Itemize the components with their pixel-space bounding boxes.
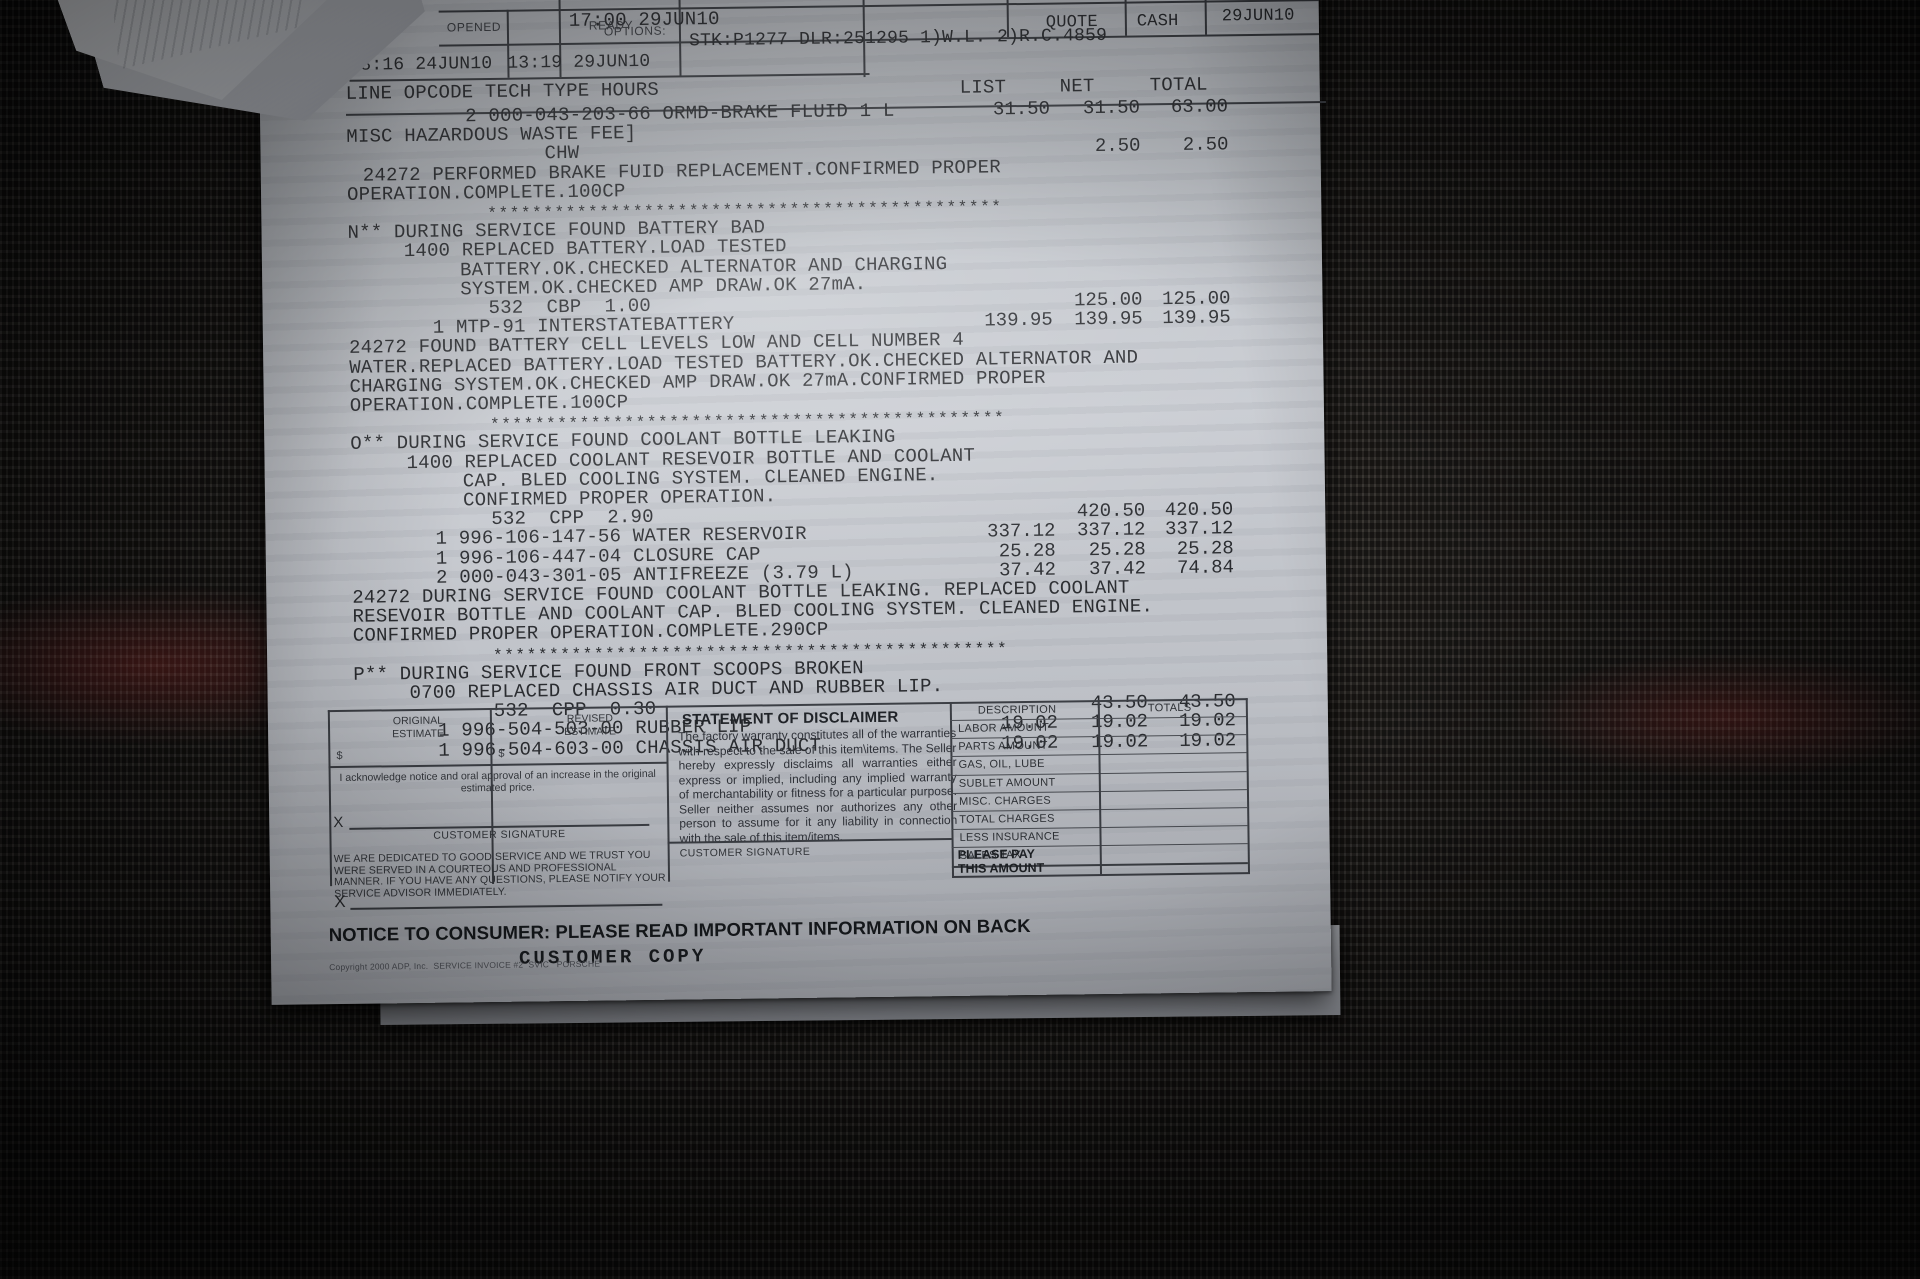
screenshot-root: CUSTOMER COPY PROMISED P.O. NO. RATE PAY… xyxy=(0,0,1920,1279)
photo-vignette xyxy=(0,0,1920,1279)
